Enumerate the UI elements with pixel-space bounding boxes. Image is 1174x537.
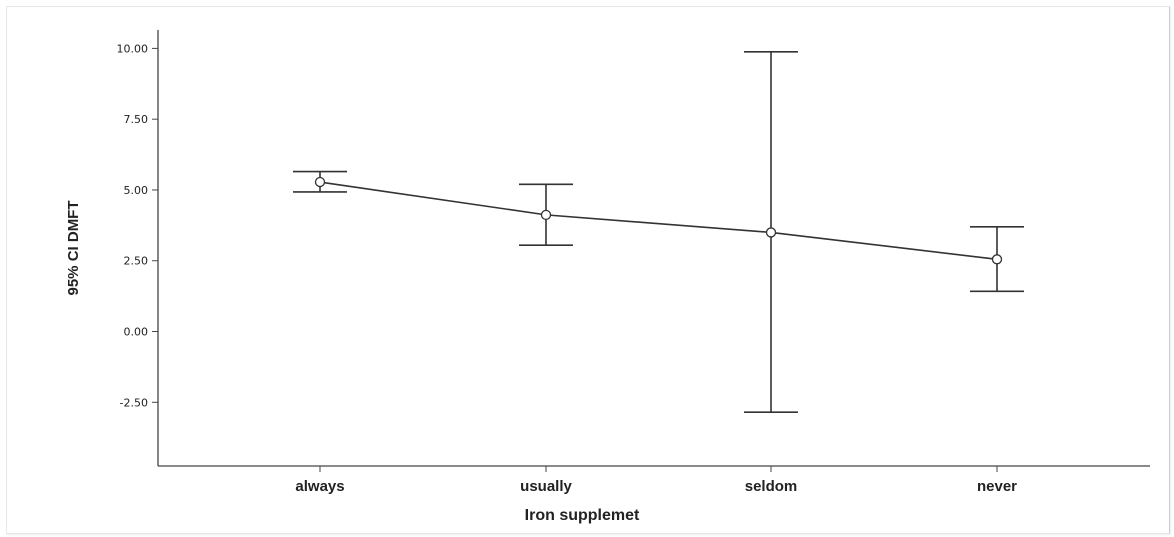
y-axis-ticks: 10.00 7.50 5.00 2.50 0.00 -2.50 (117, 42, 158, 409)
y-tick-label: 0.00 (124, 326, 149, 339)
error-bars (293, 50, 1024, 414)
mean-marker-usually (540, 209, 552, 221)
mean-line-path (319, 181, 998, 261)
mean-markers (314, 176, 1003, 265)
mean-marker-never (991, 254, 1003, 265)
x-tick-label: seldom (745, 478, 798, 495)
y-tick-label: 10.00 (117, 42, 149, 55)
x-tick-label: never (977, 478, 1017, 495)
x-axis-ticks: always usually seldom never (295, 466, 1017, 495)
y-tick-label: 2.50 (124, 255, 149, 268)
y-tick-label: 5.00 (124, 184, 149, 197)
x-tick-label: usually (520, 478, 572, 495)
chart-frame (6, 6, 1170, 534)
y-tick-label: -2.50 (120, 396, 148, 409)
x-axis-label: Iron supplemet (525, 507, 640, 524)
x-tick-label: always (295, 478, 344, 495)
axes (157, 30, 1150, 467)
y-tick-label: 7.50 (124, 113, 149, 126)
mean-line (319, 181, 998, 261)
mean-marker-seldom (765, 227, 777, 238)
mean-marker-always (314, 176, 326, 188)
y-axis-label: 95% CI DMFT (65, 200, 82, 295)
